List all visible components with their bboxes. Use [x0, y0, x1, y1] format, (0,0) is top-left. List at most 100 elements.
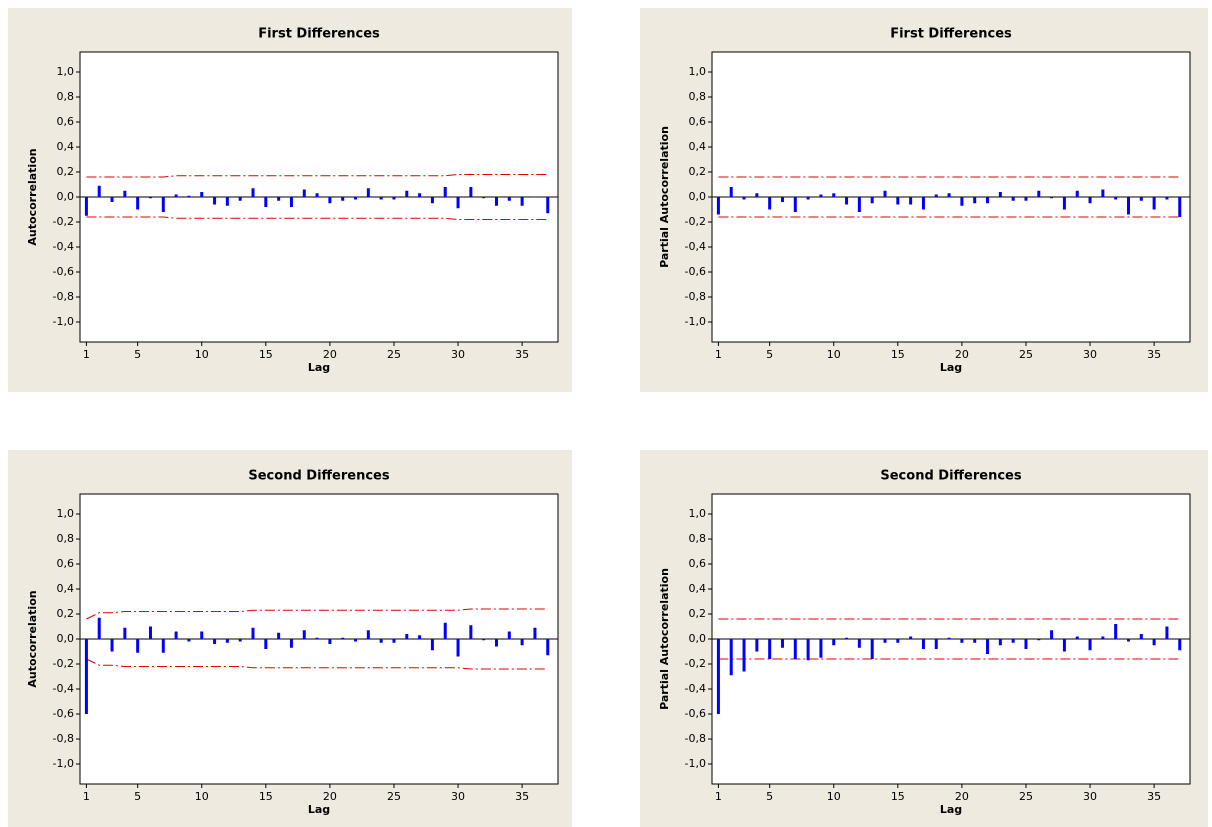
y-tick-label: 0,6	[689, 557, 707, 570]
bar	[264, 639, 268, 649]
y-tick-label: 0,4	[57, 582, 75, 595]
bar	[909, 197, 913, 205]
bar	[973, 197, 977, 204]
y-tick-label: 0,2	[57, 165, 75, 178]
bar	[315, 193, 319, 197]
bar	[469, 187, 473, 197]
bar	[507, 631, 511, 639]
bar	[1126, 639, 1130, 642]
bar	[1165, 626, 1169, 639]
bar	[870, 639, 874, 659]
bar	[1101, 189, 1105, 197]
bar	[97, 617, 101, 639]
bar	[315, 637, 319, 639]
y-tick-label: 0,0	[689, 190, 707, 203]
bar	[494, 639, 498, 647]
bar	[806, 639, 810, 661]
bar	[84, 197, 88, 216]
bar	[768, 197, 772, 210]
bar	[136, 639, 140, 653]
bar	[161, 197, 165, 212]
bar	[520, 639, 524, 646]
bar	[973, 639, 977, 643]
y-tick-label: 0,8	[689, 532, 707, 545]
bar	[960, 197, 964, 206]
x-axis-label: Lag	[308, 803, 330, 816]
bar	[921, 639, 925, 649]
bar	[934, 639, 938, 649]
bar	[1126, 197, 1130, 215]
chart-title: First Differences	[258, 27, 380, 42]
x-tick-label: 15	[891, 790, 905, 803]
bar	[418, 635, 422, 639]
bar	[379, 197, 383, 200]
bar	[1024, 639, 1028, 649]
bar	[200, 631, 204, 639]
bar	[174, 631, 178, 639]
bar	[430, 639, 434, 651]
y-tick-label: -0,2	[53, 657, 74, 670]
x-tick-label: 1	[83, 790, 90, 803]
bar	[97, 185, 101, 197]
x-tick-label: 35	[515, 348, 529, 361]
bar	[341, 197, 345, 201]
y-tick-label: -0,4	[685, 682, 706, 695]
bar	[960, 639, 964, 643]
y-tick-label: -0,6	[685, 707, 706, 720]
x-tick-label: 30	[1083, 348, 1097, 361]
y-tick-label: 0,2	[689, 607, 707, 620]
x-tick-label: 25	[1019, 348, 1033, 361]
y-tick-label: 0,2	[57, 607, 75, 620]
bar	[845, 637, 849, 639]
bar	[482, 639, 486, 641]
bar	[289, 197, 293, 207]
bar	[392, 639, 396, 643]
bar	[896, 639, 900, 643]
bar	[768, 639, 772, 659]
bar	[161, 639, 165, 653]
bar	[148, 197, 152, 199]
bar	[1024, 197, 1028, 201]
bar	[998, 192, 1002, 197]
x-tick-label: 35	[1147, 790, 1161, 803]
confidence-limit	[86, 658, 548, 670]
bar	[225, 639, 229, 643]
bar	[742, 197, 746, 200]
bar	[443, 622, 447, 639]
x-tick-label: 25	[387, 348, 401, 361]
bar	[1165, 197, 1169, 200]
bar	[238, 197, 242, 201]
bar	[494, 197, 498, 206]
bar	[328, 639, 332, 644]
y-tick-label: 0,8	[57, 532, 75, 545]
y-tick-label: 0,0	[689, 632, 707, 645]
bar	[909, 636, 913, 639]
y-tick-label: 1,0	[689, 65, 707, 78]
bar	[1011, 639, 1015, 643]
y-tick-label: 0,8	[57, 90, 75, 103]
bar	[302, 189, 306, 197]
bar	[136, 197, 140, 210]
chart-panel: Second Differences Lag Partial Autocorrela…	[640, 450, 1208, 827]
x-tick-label: 20	[955, 348, 969, 361]
bar	[1075, 636, 1079, 639]
bar	[1075, 190, 1079, 197]
bar	[110, 197, 114, 202]
bar	[328, 197, 332, 204]
y-tick-label: 0,4	[57, 140, 75, 153]
bar	[533, 197, 537, 198]
x-tick-label: 35	[1147, 348, 1161, 361]
bar	[716, 639, 720, 714]
bar	[1050, 630, 1054, 639]
y-tick-label: 0,8	[689, 90, 707, 103]
chart-panel: Second Differences Lag Autocorrelation -1,0…	[8, 450, 572, 827]
bar	[806, 197, 810, 200]
y-tick-label: 0,6	[57, 557, 75, 570]
y-tick-label: -0,2	[53, 215, 74, 228]
bar	[947, 637, 951, 639]
bar	[819, 639, 823, 658]
bar	[1050, 197, 1054, 199]
bar	[187, 195, 191, 197]
bar	[251, 188, 255, 197]
y-tick-label: 0,4	[689, 140, 707, 153]
